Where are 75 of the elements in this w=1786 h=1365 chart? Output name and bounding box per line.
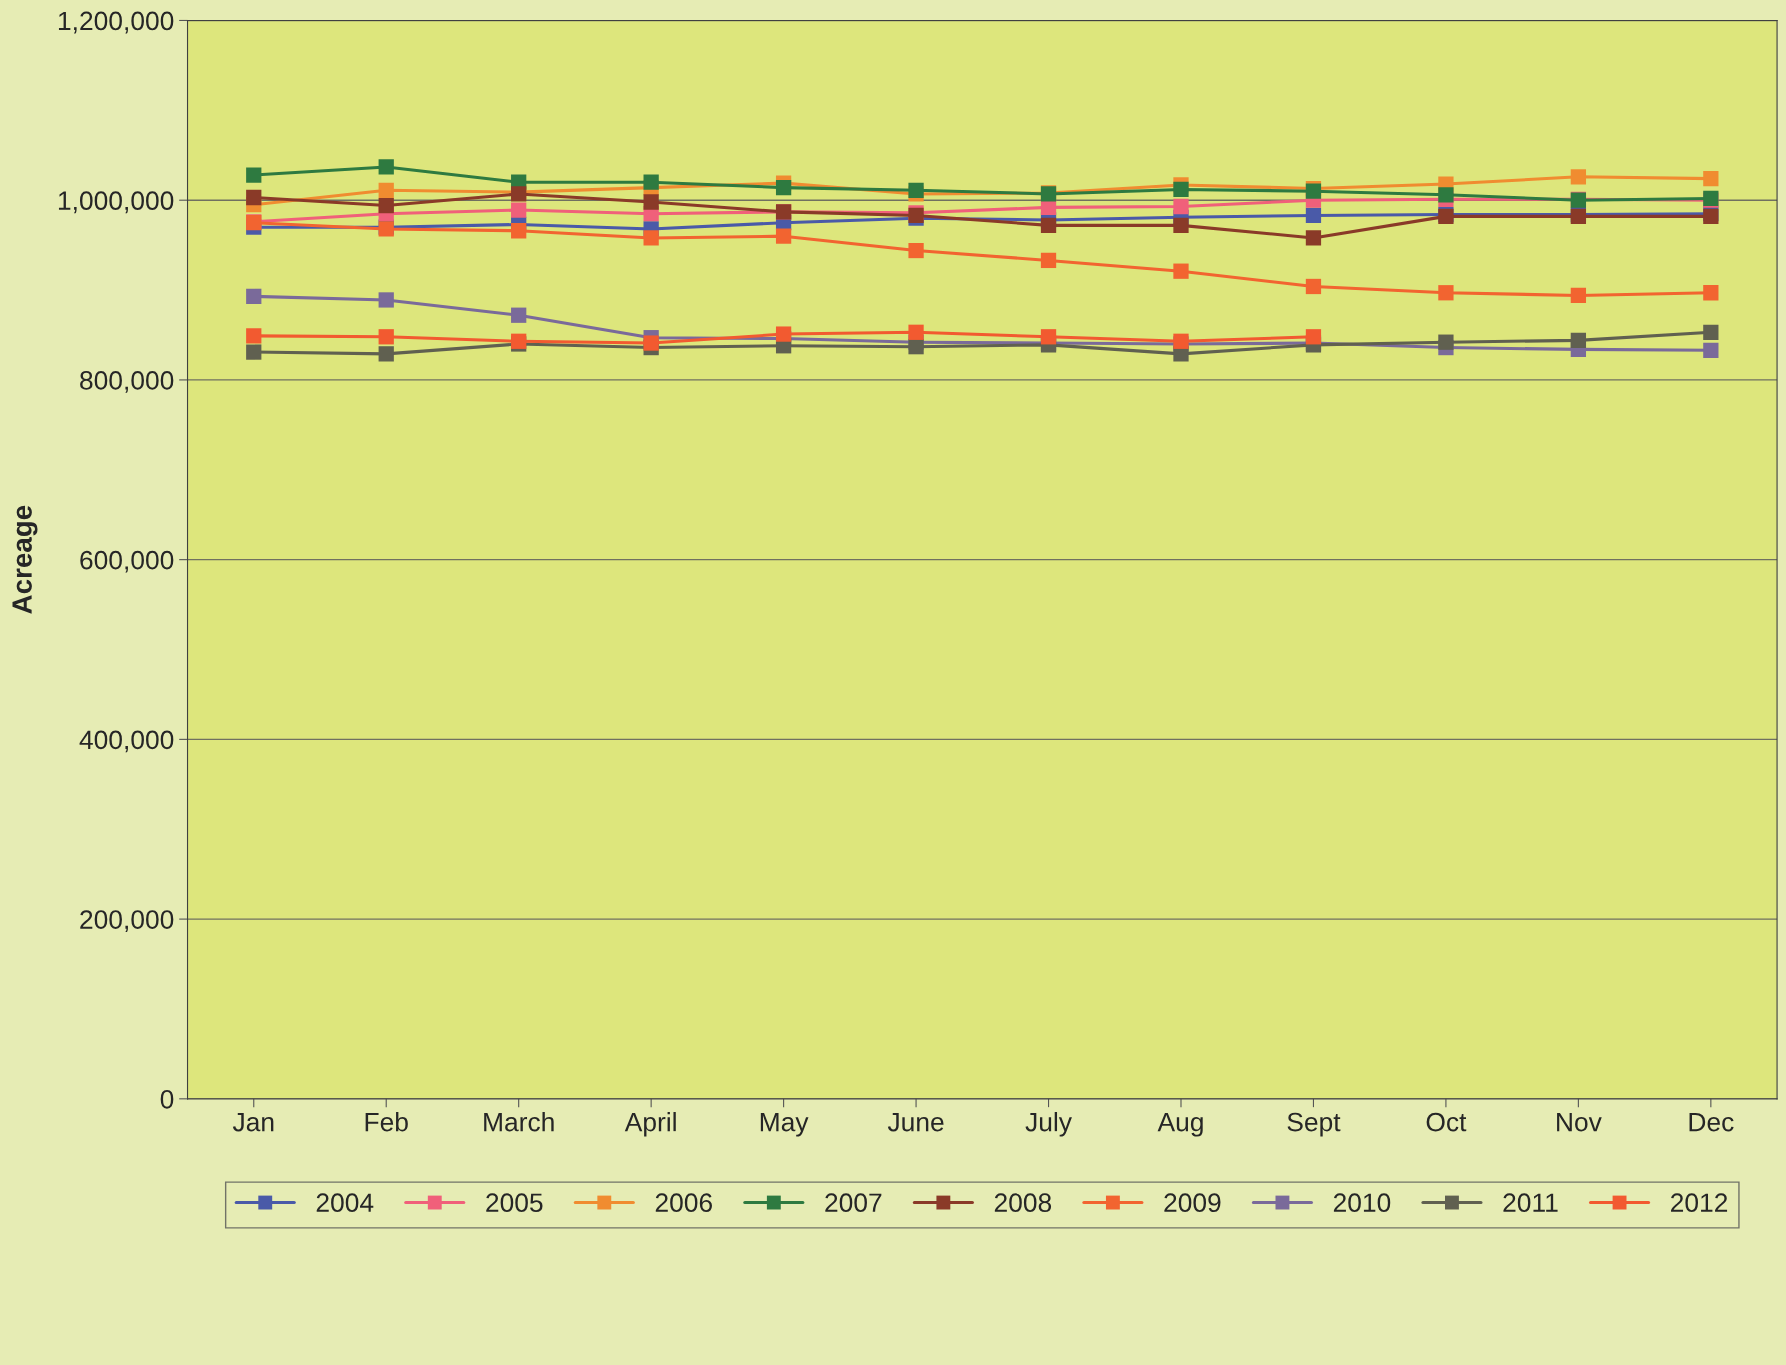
x-tick-label: July bbox=[1025, 1112, 1072, 1137]
point bbox=[775, 228, 792, 244]
point bbox=[1438, 285, 1454, 301]
point bbox=[378, 329, 394, 345]
legend-label: 2007 bbox=[825, 1193, 882, 1213]
point bbox=[378, 292, 394, 308]
x-tick-label: Feb bbox=[365, 1112, 408, 1132]
point bbox=[1570, 332, 1587, 349]
point bbox=[1173, 217, 1189, 233]
point bbox=[511, 223, 527, 239]
point bbox=[246, 189, 262, 206]
point bbox=[1305, 278, 1322, 295]
point bbox=[1570, 287, 1587, 304]
point bbox=[1703, 170, 1719, 187]
legend-label: 2009 bbox=[1164, 1193, 1221, 1213]
point bbox=[1703, 324, 1719, 340]
point bbox=[643, 230, 659, 246]
y-tick-label: 600,000 bbox=[80, 550, 174, 573]
y-tick-label: 0 bbox=[160, 1089, 174, 1109]
point bbox=[775, 179, 792, 196]
point bbox=[246, 344, 262, 360]
point bbox=[378, 346, 394, 362]
point bbox=[1040, 252, 1057, 269]
point bbox=[246, 288, 262, 304]
point bbox=[1173, 181, 1189, 198]
y-tick-label: 1,000,000 bbox=[58, 191, 174, 214]
legend-label: 2006 bbox=[655, 1193, 712, 1213]
point bbox=[1173, 263, 1189, 279]
point bbox=[908, 182, 924, 198]
point bbox=[1438, 334, 1454, 350]
y-axis-title: Acreage bbox=[12, 505, 38, 614]
y-tick-label: 1,200,000 bbox=[58, 11, 174, 34]
legend-label: 2010 bbox=[1333, 1193, 1391, 1213]
point bbox=[908, 324, 924, 340]
point bbox=[908, 339, 924, 355]
y-tick-label: 400,000 bbox=[79, 730, 174, 753]
point bbox=[643, 174, 659, 190]
point bbox=[378, 197, 394, 214]
y-tick-label: 200,000 bbox=[80, 910, 174, 933]
point bbox=[246, 167, 262, 183]
point bbox=[511, 202, 527, 218]
point bbox=[1040, 217, 1057, 233]
point bbox=[1305, 329, 1322, 345]
point bbox=[1703, 342, 1719, 358]
legend-label: 2004 bbox=[316, 1193, 374, 1213]
point bbox=[775, 326, 792, 342]
x-tick-label: Nov bbox=[1557, 1112, 1602, 1132]
point bbox=[1438, 187, 1454, 203]
point bbox=[1173, 198, 1189, 215]
x-tick-label: April bbox=[624, 1112, 676, 1137]
x-tick-label: Sept bbox=[1287, 1112, 1341, 1137]
point bbox=[1703, 285, 1719, 301]
x-tick-label: March bbox=[484, 1112, 554, 1132]
point bbox=[1305, 230, 1322, 246]
legend-label: 2011 bbox=[1503, 1193, 1558, 1213]
legend-label: 2005 bbox=[486, 1193, 543, 1213]
point bbox=[511, 307, 527, 323]
point bbox=[643, 335, 659, 351]
legend-label: 2012 bbox=[1671, 1193, 1728, 1213]
point bbox=[378, 182, 394, 198]
y-tick-label: 800,000 bbox=[80, 371, 174, 393]
x-tick-label: Jan bbox=[232, 1112, 274, 1132]
point bbox=[643, 194, 659, 210]
x-tick-label: May bbox=[760, 1112, 809, 1137]
point bbox=[1305, 207, 1322, 224]
point bbox=[378, 159, 394, 175]
legend-label: 2008 bbox=[994, 1193, 1052, 1213]
x-tick-label: Aug bbox=[1157, 1112, 1203, 1137]
point bbox=[246, 328, 262, 344]
point bbox=[1040, 329, 1057, 345]
x-tick-label: June bbox=[887, 1112, 944, 1132]
point bbox=[1570, 169, 1587, 185]
x-tick-label: Dec bbox=[1689, 1112, 1734, 1132]
point bbox=[908, 242, 924, 259]
x-tick-label: Oct bbox=[1426, 1112, 1467, 1132]
